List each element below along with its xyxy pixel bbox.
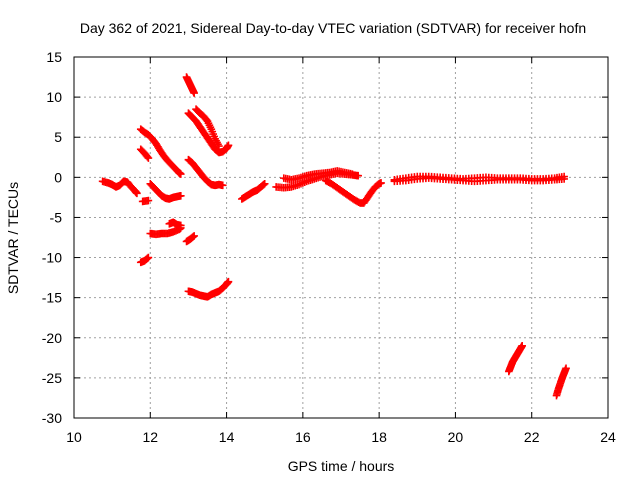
x-tick-label: 18 <box>371 429 387 445</box>
y-tick-label: 10 <box>46 89 62 105</box>
series-arc-u <box>505 342 526 376</box>
y-tick-label: 5 <box>54 129 62 145</box>
x-tick-labels: 10 12 14 16 18 20 22 24 <box>66 429 616 445</box>
series-arc-n <box>184 277 233 301</box>
data-point <box>354 171 362 180</box>
y-tick-label: -20 <box>42 330 62 346</box>
x-tick-label: 20 <box>448 429 464 445</box>
series-arc-d <box>136 145 153 162</box>
series-arc-l <box>192 105 223 150</box>
data-point <box>377 179 385 187</box>
y-axis-label: SDTVAR / TECUs <box>5 182 21 294</box>
data-point <box>133 189 141 198</box>
data-point <box>177 221 185 230</box>
y-tick-label: -30 <box>42 410 62 426</box>
data-point <box>177 170 185 178</box>
data-point <box>144 196 153 205</box>
y-tick-label: 0 <box>54 169 62 185</box>
data-point <box>348 170 357 178</box>
data-point <box>260 179 269 188</box>
y-tick-label: -15 <box>42 290 62 306</box>
data-point <box>177 191 185 200</box>
grid-lines <box>74 57 608 418</box>
y-tick-labels: 15 10 5 0 -5 -10 -15 -20 -25 -30 <box>42 49 62 426</box>
y-tick-label: -5 <box>50 209 63 225</box>
y-tick-label: -25 <box>42 370 62 386</box>
series-arc-k <box>184 109 233 157</box>
x-tick-label: 22 <box>524 429 540 445</box>
series-arc-j <box>182 73 198 97</box>
x-tick-label: 24 <box>600 429 616 445</box>
series-arc-q <box>279 167 357 184</box>
data-point <box>224 141 233 150</box>
data-point <box>215 142 223 150</box>
series-arc-b <box>138 196 153 206</box>
y-tick-label: 15 <box>46 49 62 65</box>
data-point <box>560 172 568 181</box>
data-points <box>98 73 570 400</box>
data-point <box>224 277 233 286</box>
y-tick-label: -10 <box>42 250 62 266</box>
data-point <box>144 253 153 262</box>
series-arc-h <box>136 253 153 267</box>
series-arc-a <box>98 177 141 198</box>
data-point <box>518 342 526 350</box>
series-arc-c <box>136 125 185 178</box>
data-point <box>259 180 268 189</box>
data-point <box>143 254 152 263</box>
data-point <box>190 232 198 240</box>
series-arc-m <box>184 155 227 190</box>
chart-title: Day 362 of 2021, Sidereal Day-to-day VTE… <box>80 20 586 36</box>
x-tick-label: 10 <box>66 429 82 445</box>
series-arc-i <box>182 232 198 246</box>
series-arc-r <box>321 176 385 207</box>
data-point <box>190 89 198 97</box>
x-tick-label: 14 <box>219 429 235 445</box>
data-point <box>189 232 197 241</box>
series-arc-o <box>238 179 269 203</box>
x-tick-label: 12 <box>142 429 158 445</box>
series-arc-t <box>390 172 568 184</box>
data-point <box>144 154 153 162</box>
x-axis-label: GPS time / hours <box>288 458 395 474</box>
data-point <box>218 181 227 190</box>
series-arc-v <box>552 364 570 400</box>
series-arc-e <box>146 179 185 203</box>
plot-frame <box>73 56 609 419</box>
data-point <box>562 364 570 373</box>
series-arc-g <box>165 218 185 230</box>
x-tick-label: 16 <box>295 429 311 445</box>
